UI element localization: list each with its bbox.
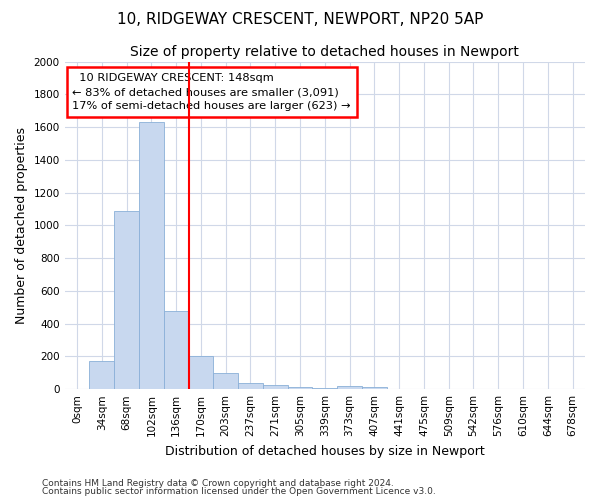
Bar xyxy=(164,310,188,389)
Text: 10, RIDGEWAY CRESCENT, NEWPORT, NP20 5AP: 10, RIDGEWAY CRESCENT, NEWPORT, NP20 5AP xyxy=(117,12,483,28)
Bar xyxy=(114,210,139,389)
Text: 10 RIDGEWAY CRESCENT: 148sqm
← 83% of detached houses are smaller (3,091)
17% of: 10 RIDGEWAY CRESCENT: 148sqm ← 83% of de… xyxy=(73,73,351,111)
Bar xyxy=(263,385,287,389)
Bar xyxy=(287,386,313,389)
Text: Contains HM Land Registry data © Crown copyright and database right 2024.: Contains HM Land Registry data © Crown c… xyxy=(42,479,394,488)
Bar xyxy=(362,386,387,389)
Bar xyxy=(337,386,362,389)
X-axis label: Distribution of detached houses by size in Newport: Distribution of detached houses by size … xyxy=(165,444,485,458)
Text: Contains public sector information licensed under the Open Government Licence v3: Contains public sector information licen… xyxy=(42,487,436,496)
Bar xyxy=(214,373,238,389)
Y-axis label: Number of detached properties: Number of detached properties xyxy=(15,127,28,324)
Title: Size of property relative to detached houses in Newport: Size of property relative to detached ho… xyxy=(130,45,519,59)
Bar xyxy=(188,356,214,389)
Bar xyxy=(238,382,263,389)
Bar xyxy=(89,362,114,389)
Bar xyxy=(139,122,164,389)
Bar xyxy=(313,388,337,389)
